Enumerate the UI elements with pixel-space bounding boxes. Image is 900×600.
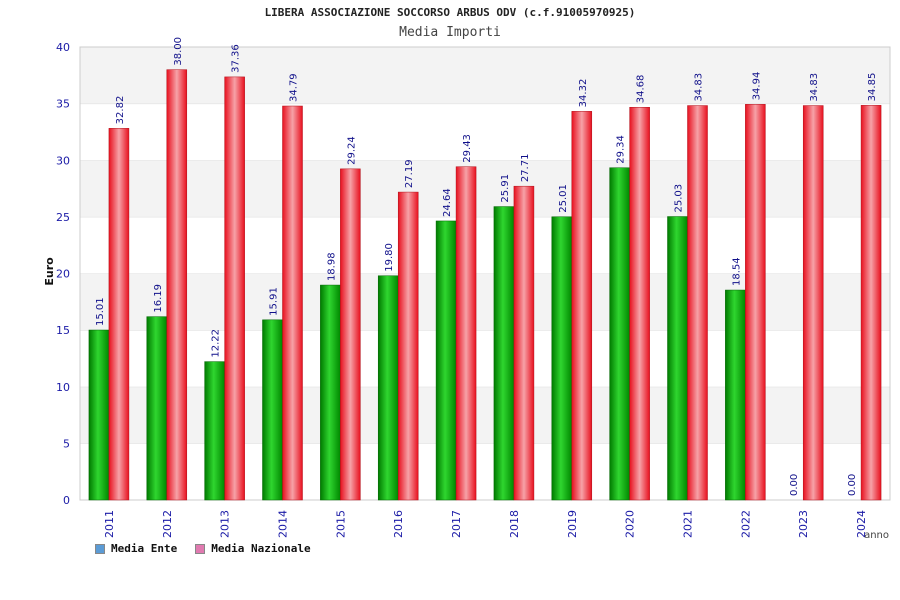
grid-band — [80, 216, 890, 274]
grid-band — [80, 443, 890, 500]
bar-media-ente — [551, 216, 573, 501]
bar-media-ente — [262, 319, 283, 501]
data-label-media-nazionale: 29.24 — [346, 136, 357, 165]
data-label-media-ente: 19.80 — [384, 243, 395, 272]
data-label-media-ente: 18.54 — [731, 257, 742, 286]
chart-subtitle: Media Importi — [399, 25, 501, 40]
x-tick-label: 2021 — [682, 510, 695, 538]
data-label-media-nazionale: 34.68 — [636, 75, 647, 104]
data-label-media-ente: 24.64 — [442, 188, 453, 217]
grid-band — [80, 386, 890, 444]
grid-band — [80, 330, 890, 387]
bar-media-ente — [146, 316, 168, 501]
x-tick-label: 2020 — [624, 510, 637, 538]
grid-band — [80, 160, 890, 217]
x-tick-label: 2014 — [277, 510, 290, 538]
y-tick-label: 10 — [56, 381, 70, 394]
bar-media-nazionale — [745, 104, 766, 501]
data-label-media-nazionale: 32.82 — [115, 96, 126, 125]
bar-media-ente — [609, 167, 630, 501]
data-label-media-nazionale: 27.19 — [404, 159, 415, 188]
x-tick-label: 2022 — [739, 510, 752, 538]
bar-media-nazionale — [455, 166, 477, 501]
data-label-media-ente: 0.00 — [789, 474, 800, 496]
y-tick-label: 5 — [63, 437, 70, 450]
bar-media-nazionale — [108, 128, 130, 501]
data-label-media-ente: 25.91 — [500, 174, 511, 203]
x-tick-label: 2023 — [797, 510, 810, 538]
y-tick-label: 35 — [56, 98, 70, 111]
data-label-media-ente: 16.19 — [153, 284, 164, 313]
data-label-media-nazionale: 34.94 — [751, 72, 762, 101]
bar-media-nazionale — [340, 168, 361, 501]
grid-band — [80, 47, 890, 104]
y-tick-label: 40 — [56, 41, 70, 54]
data-label-media-ente: 18.98 — [326, 252, 337, 281]
grid-band — [80, 273, 890, 331]
data-label-media-nazionale: 34.85 — [867, 73, 878, 102]
bar-media-ente — [667, 216, 688, 501]
legend-item-media-nazionale: Media Nazionale — [195, 542, 311, 555]
bar-media-nazionale — [282, 105, 303, 501]
x-tick-label: 2024 — [855, 510, 868, 538]
data-label-media-nazionale: 34.83 — [694, 73, 705, 102]
bar-media-nazionale — [166, 69, 188, 501]
legend-swatch-media-ente — [95, 543, 105, 554]
x-tick-label: 2013 — [219, 510, 232, 538]
bar-chart: 15.01 32.82 16.19 38.00 12.22 37.36 15.91 34.79… — [43, 37, 891, 540]
x-tick-label: 2012 — [161, 510, 174, 538]
bar-media-nazionale — [224, 76, 245, 501]
y-axis-label: Euro — [43, 257, 56, 286]
bar-media-ente — [204, 361, 225, 501]
x-tick-label: 2016 — [392, 510, 405, 538]
data-label-media-ente: 12.22 — [211, 329, 222, 358]
chart-title: LIBERA ASSOCIAZIONE SOCCORSO ARBUS ODV (… — [264, 6, 636, 19]
y-tick-label: 20 — [56, 268, 70, 281]
data-label-media-ente: 0.00 — [847, 474, 858, 496]
data-label-media-ente: 29.34 — [616, 135, 627, 164]
bar-media-ente — [725, 289, 746, 501]
data-label-media-nazionale: 38.00 — [173, 37, 184, 66]
plot-border — [79, 46, 891, 501]
y-tick-label: 0 — [63, 494, 70, 507]
bar-media-nazionale — [571, 111, 593, 501]
bar-media-nazionale — [687, 105, 708, 501]
x-axis-label: anno — [864, 530, 889, 540]
x-tick-label: 2011 — [103, 510, 116, 538]
data-label-media-nazionale: 27.71 — [520, 154, 531, 183]
data-label-media-ente: 15.91 — [269, 287, 280, 316]
bar-media-nazionale — [860, 105, 882, 501]
x-tick-label: 2019 — [566, 510, 579, 538]
data-label-media-ente: 25.03 — [674, 184, 685, 213]
legend-label-media-ente: Media Ente — [111, 542, 178, 555]
data-label-media-nazionale: 29.43 — [462, 134, 473, 163]
legend-label-media-nazionale: Media Nazionale — [211, 542, 311, 555]
data-label-media-nazionale: 34.32 — [578, 79, 589, 108]
bar-media-ente — [435, 220, 457, 501]
bar-media-nazionale — [397, 191, 419, 501]
grid-band — [80, 103, 890, 161]
data-label-media-nazionale: 34.83 — [809, 73, 820, 102]
x-tick-label: 2018 — [508, 510, 521, 538]
data-label-media-nazionale: 37.36 — [231, 44, 242, 73]
data-label-media-ente: 15.01 — [95, 297, 106, 326]
legend-item-media-ente: Media Ente — [95, 542, 177, 555]
data-label-media-ente: 25.01 — [558, 184, 569, 213]
legend-swatch-media-nazionale — [195, 543, 206, 554]
x-tick-label: 2017 — [450, 510, 463, 538]
data-label-media-nazionale: 34.79 — [289, 73, 300, 102]
y-tick-label: 30 — [56, 154, 70, 167]
bar-media-ente — [88, 329, 110, 501]
legend: Media Ente Media Nazionale — [95, 542, 311, 555]
x-tick-label: 2015 — [334, 510, 347, 538]
bar-media-ente — [377, 275, 399, 501]
bar-media-nazionale — [802, 105, 824, 501]
bar-media-ente — [320, 284, 341, 501]
bar-media-nazionale — [629, 106, 650, 501]
y-tick-label: 25 — [56, 211, 70, 224]
y-tick-label: 15 — [56, 324, 70, 337]
bar-media-nazionale — [513, 185, 535, 501]
bar-media-ente — [493, 206, 515, 501]
